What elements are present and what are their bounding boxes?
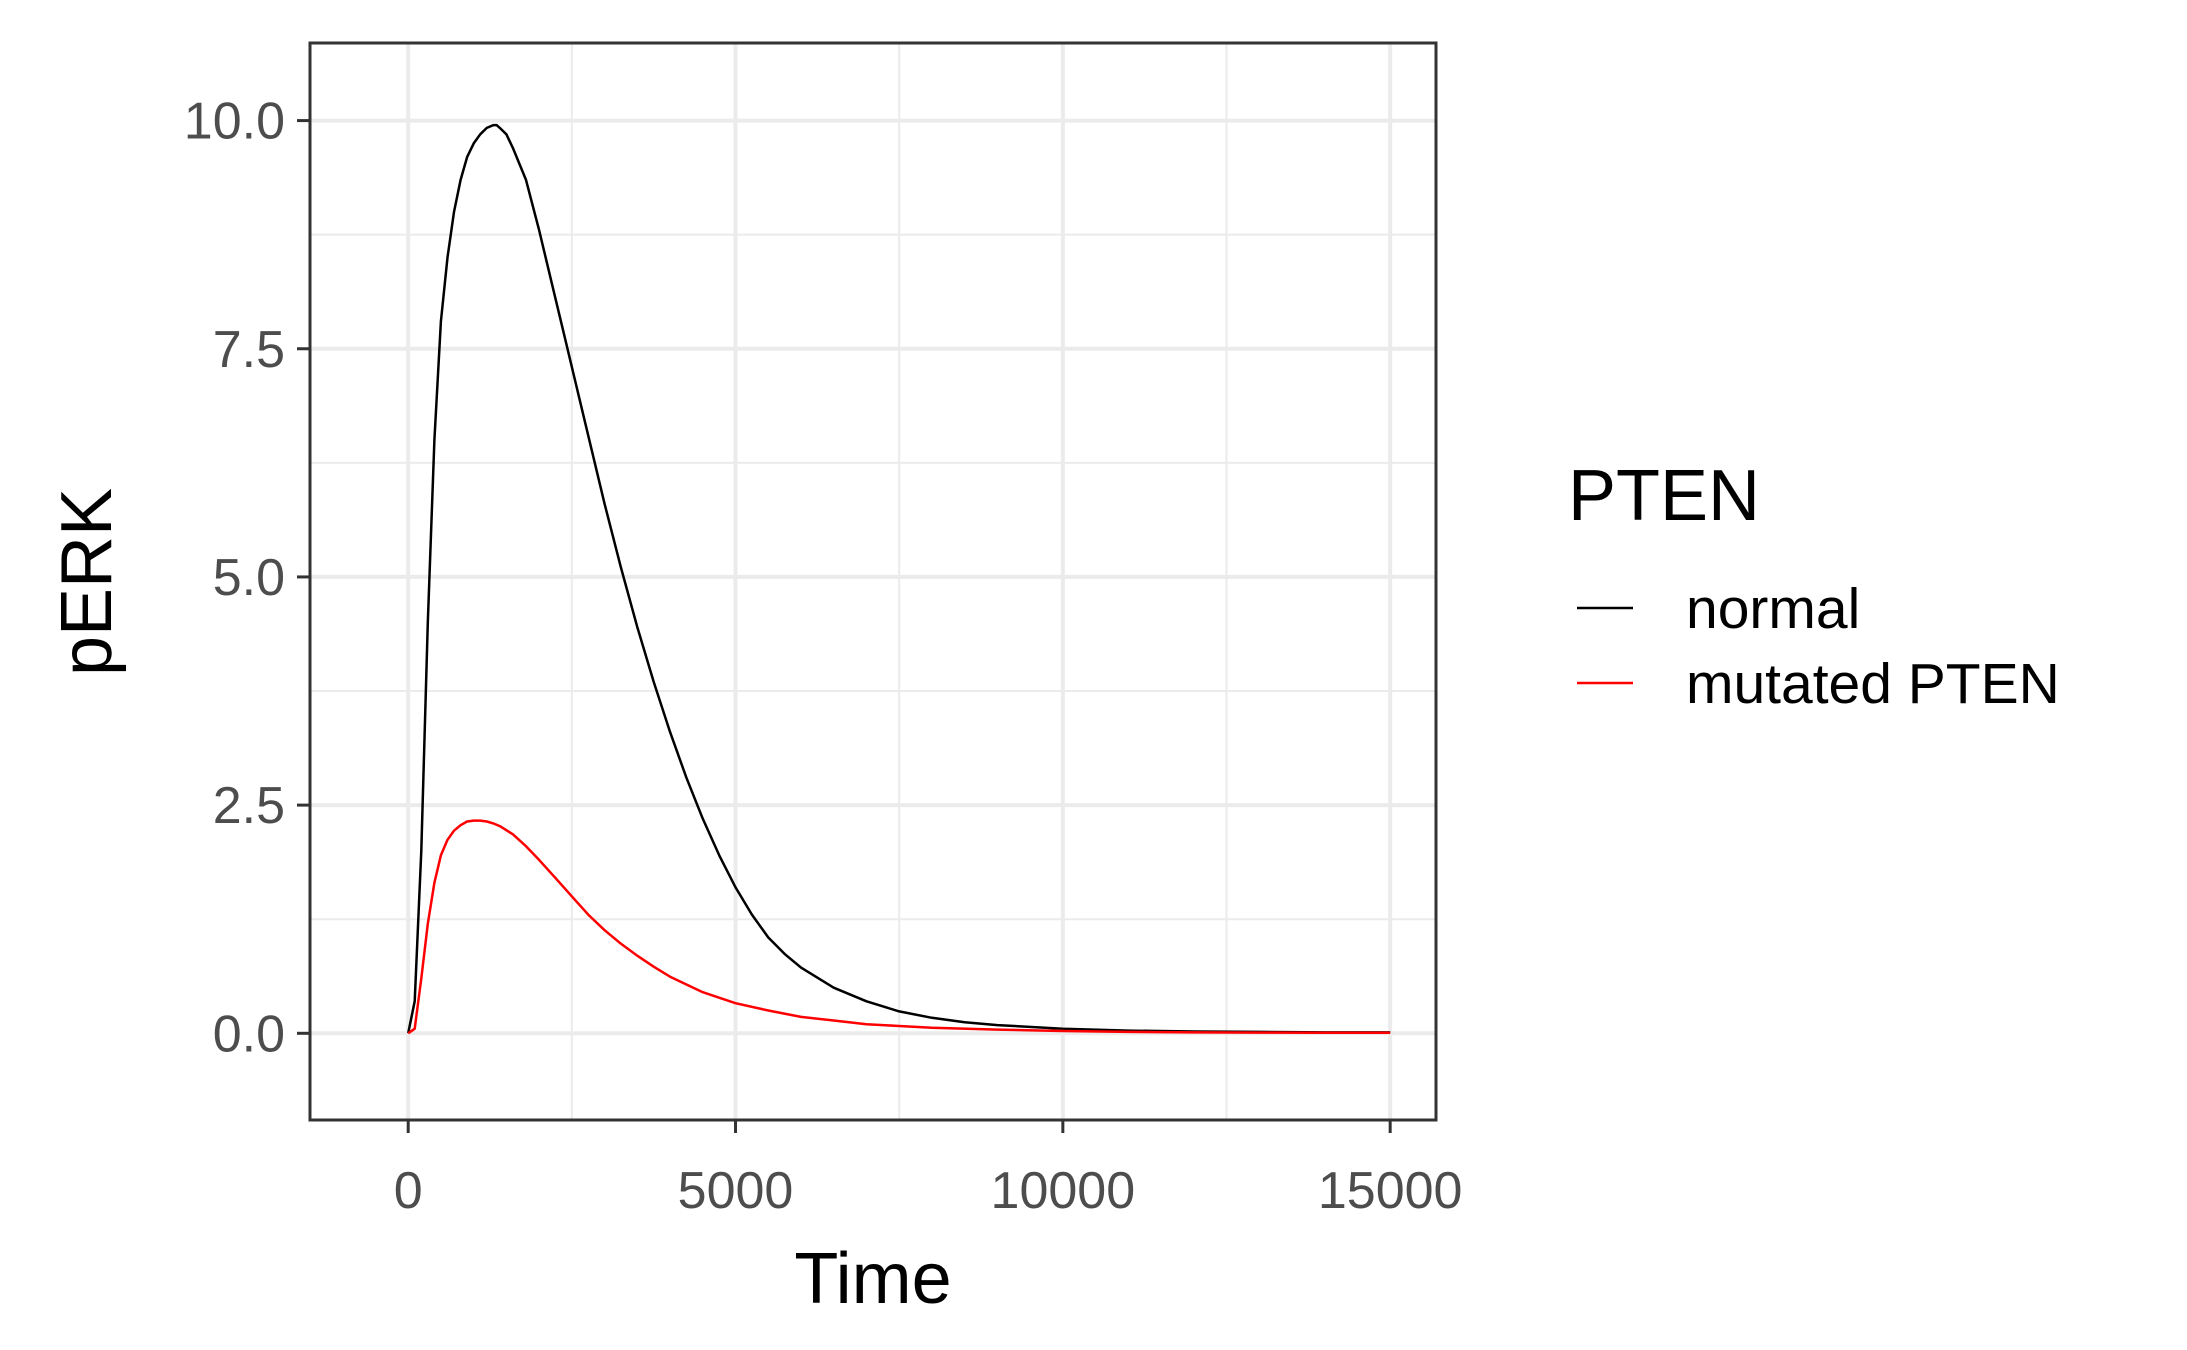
series-line-mutated-pten: [407, 819, 1391, 1035]
legend: PTEN normal mutated PTEN: [1568, 456, 2060, 716]
legend-label-normal: normal: [1686, 577, 1860, 641]
x-tick-label: 10000: [991, 1162, 1136, 1220]
plot-panel-border: [308, 41, 1438, 1122]
axis-tick-labels: 0 5000 10000 15000 0.0 2.5 5.0 7.5 10.0: [184, 93, 1463, 1220]
x-axis-title: Time: [794, 1239, 951, 1319]
grid-major-lines: [310, 43, 1436, 1120]
legend-title: PTEN: [1568, 456, 1760, 536]
plot-panel-background: [310, 43, 1436, 1120]
series-lines: [406, 123, 1391, 1035]
axis-ticks: [297, 119, 1392, 1133]
y-tick-label: 2.5: [213, 777, 285, 835]
y-tick-label: 10.0: [184, 93, 285, 151]
x-tick-label: 0: [394, 1162, 423, 1220]
y-axis-title: pERK: [47, 488, 127, 676]
y-tick-label: 7.5: [213, 321, 285, 379]
x-tick-label: 15000: [1318, 1162, 1463, 1220]
y-tick-label: 0.0: [213, 1005, 285, 1063]
y-tick-label: 5.0: [213, 549, 285, 607]
grid-minor-lines: [310, 43, 1436, 1120]
legend-label-mutated-pten: mutated PTEN: [1686, 652, 2060, 716]
series-line-normal: [406, 123, 1391, 1034]
x-tick-label: 5000: [678, 1162, 794, 1220]
